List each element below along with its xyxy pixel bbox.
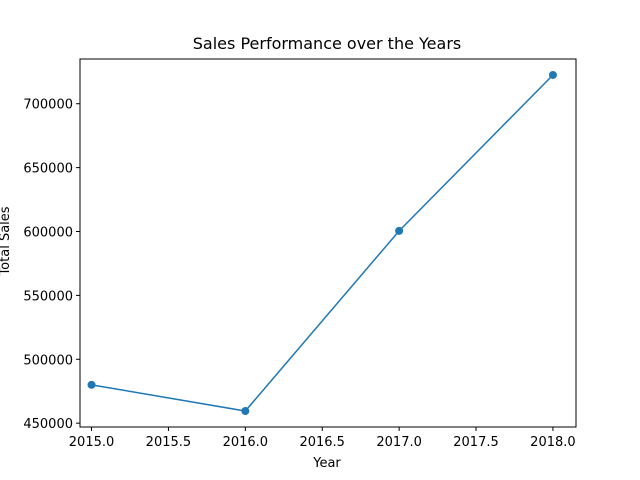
x-tick-label: 2017.0 [376, 435, 422, 450]
series-line [91, 74, 554, 412]
x-tick-label: 2017.5 [453, 435, 499, 450]
y-tick-label: 500000 [23, 353, 73, 368]
data-point [87, 380, 96, 389]
x-tick-label: 2016.0 [223, 435, 269, 450]
x-tick-label: 2018.0 [530, 435, 576, 450]
data-point [241, 407, 250, 416]
data-point [395, 226, 404, 235]
data-point [548, 70, 557, 79]
y-tick-label: 600000 [23, 226, 73, 241]
y-tick-label: 550000 [23, 289, 73, 304]
x-tick-label: 2015.0 [69, 435, 115, 450]
y-tick-label: 450000 [23, 417, 73, 432]
x-axis: 2015.0 2015.5 2016.0 2016.5 2017.0 2017.5 2018… [69, 427, 576, 450]
plot-area [79, 58, 577, 428]
y-tick-label: 700000 [23, 98, 73, 113]
x-tick-label: 2015.5 [146, 435, 192, 450]
x-tick-label: 2016.5 [299, 435, 345, 450]
y-axis-label: Total Sales [0, 206, 13, 276]
axes-frame [79, 58, 577, 428]
y-axis: 450000 500000 550000 600000 650000 700000 [23, 98, 80, 432]
y-tick-label: 650000 [23, 162, 73, 177]
chart-title: Sales Performance over the Years [193, 34, 461, 53]
x-axis-label: Year [312, 456, 341, 471]
